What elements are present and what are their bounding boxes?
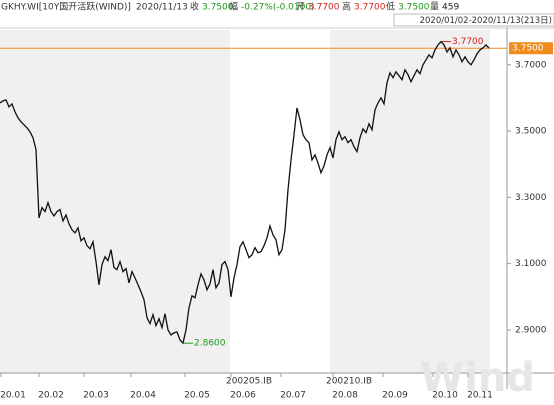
x-tick-label: 20.08 <box>332 391 358 401</box>
last-price-box <box>509 42 553 55</box>
range-label: 2020/01/02-2020/11/13(213日) <box>420 16 552 26</box>
field-value: 3.7500 <box>398 3 430 13</box>
x-tick-label: 20.01 <box>0 391 26 401</box>
field-label: 低 <box>386 1 395 13</box>
contract-label: 200210.IB <box>326 377 372 387</box>
range-box <box>393 13 554 27</box>
x-tick-label: 20.04 <box>130 391 156 401</box>
x-tick-label: 20.09 <box>382 391 408 401</box>
field-label: 收 <box>190 1 199 13</box>
quote-date: 2020/11/13 <box>136 3 188 13</box>
security-name: GKHY.WI[10Y国开活跃(WIND)] <box>1 1 131 13</box>
period-band <box>0 30 230 373</box>
watermark: Wind <box>420 355 535 401</box>
x-tick-label: 20.03 <box>83 391 109 401</box>
last-price-label: 3.7500 <box>512 44 544 54</box>
field-label: 量 <box>430 2 439 13</box>
contract-label: 200205.IB <box>226 377 272 387</box>
price-line <box>0 40 490 345</box>
field-value: 3.7700 <box>354 3 386 13</box>
field-label: 开 <box>296 2 305 13</box>
field-label: 幅 <box>229 1 238 13</box>
x-tick-label: 20.11 <box>467 391 493 401</box>
y-tick-label: 3.3000 <box>515 193 547 203</box>
y-tick-label: 2.9000 <box>515 325 547 335</box>
x-tick-label: 20.06 <box>230 391 256 401</box>
x-tick-label: 20.02 <box>38 391 64 401</box>
field-value: 3.7500 <box>202 3 234 13</box>
x-tick-label: 20.07 <box>280 391 306 401</box>
y-tick-label: 3.7000 <box>515 60 547 70</box>
field-value: 3.7700 <box>308 3 340 13</box>
x-tick-label: 20.05 <box>184 391 210 401</box>
field-value: 459 <box>442 3 459 13</box>
field-label: 高 <box>342 1 351 13</box>
period-band <box>330 30 490 373</box>
min-label: 2.8600 <box>194 339 226 349</box>
y-tick-label: 3.5000 <box>515 127 547 137</box>
max-label: 3.7700 <box>452 37 484 47</box>
y-tick-label: 3.1000 <box>515 259 547 269</box>
field-value: -0.27%(-0.0100) <box>241 3 315 13</box>
x-tick-label: 20.10 <box>432 391 458 401</box>
